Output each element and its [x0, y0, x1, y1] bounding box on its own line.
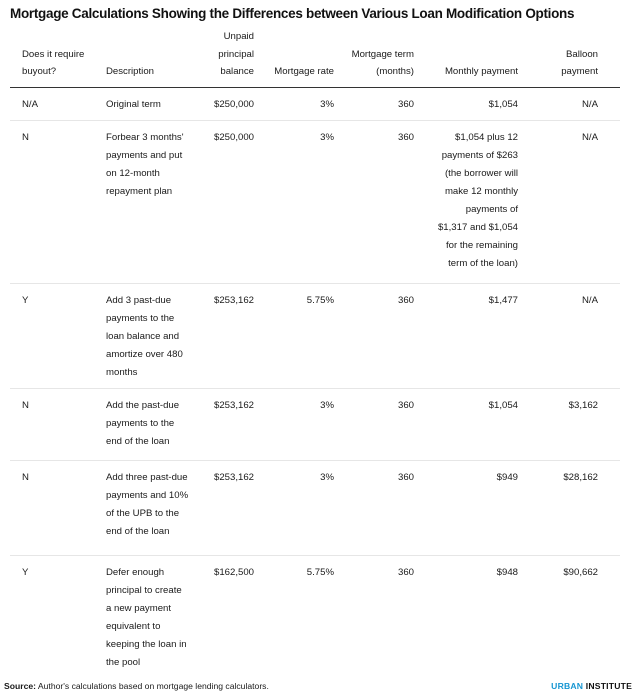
footer: Source: Author's calculations based on m… [4, 680, 632, 692]
source-text: Author's calculations based on mortgage … [37, 680, 269, 691]
cell-upb: $162,500 [213, 566, 254, 578]
table-row: N Forbear 3 months' payments and put on 1… [10, 120, 620, 284]
cell-rate: 3% [260, 87, 340, 121]
urban-institute-logo: URBAN INSTITUTE [551, 680, 632, 692]
cell-balloon: $90,662 [563, 566, 598, 578]
table-row: N/A Original term $250,000 3% 360 $1,054 N/A [10, 87, 620, 121]
cell-buyout: Y [22, 566, 29, 578]
cell-rate: 3% [260, 388, 340, 461]
cell-description: Add 3 past-due payments to the loan bala… [100, 283, 195, 389]
mortgage-table: Does it require buyout? Description Unpa… [10, 28, 620, 678]
cell-upb: $250,000 [195, 120, 260, 284]
cell-description: Add three past-due payments and 10% of t… [100, 460, 195, 556]
cell-description: Forbear 3 months' payments and put on 12… [100, 120, 195, 284]
cell-monthly: $949 [420, 460, 524, 556]
header-rate: Mortgage rate [260, 28, 340, 88]
cell-buyout: N [10, 120, 100, 284]
cell-term: 360 [397, 566, 414, 578]
header-monthly: Monthly payment [420, 28, 524, 88]
cell-rate: 5.75% [306, 566, 334, 578]
logo-part1: URBAN [551, 680, 584, 691]
cell-rate: 3% [260, 460, 340, 556]
cell-buyout: N [10, 388, 100, 461]
cell-upb: $250,000 [195, 87, 260, 121]
source-label: Source: [4, 680, 36, 691]
cell-balloon: $3,162 [524, 388, 620, 461]
cell-upb: $253,162 [195, 283, 260, 389]
table-row: N Add three past-due payments and 10% of … [10, 460, 620, 556]
cell-rate: 3% [260, 120, 340, 284]
cell-monthly: $1,477 [420, 283, 524, 389]
cell-balloon: N/A [524, 120, 620, 284]
cell-term: 360 [340, 87, 420, 121]
cell-balloon: N/A [524, 87, 620, 121]
cell-buyout: N [10, 460, 100, 556]
header-upb: Unpaid principal balance [195, 28, 260, 88]
table-row: Y Add 3 past-due payments to the loan bal… [10, 283, 620, 389]
cell-term: 360 [340, 460, 420, 556]
page-title: Mortgage Calculations Showing the Differ… [10, 6, 575, 21]
header-term: Mortgage term (months) [340, 28, 420, 88]
cell-description: Add the past-due payments to the end of … [100, 388, 195, 461]
cell-upb: $253,162 [195, 460, 260, 556]
cell-monthly: $1,054 [420, 87, 524, 121]
cell-balloon: N/A [524, 283, 620, 389]
header-description: Description [100, 28, 195, 88]
table-row: N Add the past-due payments to the end of… [10, 388, 620, 461]
header-buyout: Does it require buyout? [10, 28, 100, 88]
header-balloon: Balloon payment [524, 28, 620, 88]
cell-upb: $253,162 [195, 388, 260, 461]
cell-term: 360 [340, 388, 420, 461]
cell-description: Defer enough principal to create a new p… [106, 566, 187, 668]
cell-buyout: Y [10, 283, 100, 389]
cell-balloon: $28,162 [524, 460, 620, 556]
cell-monthly: $948 [496, 566, 518, 578]
cell-monthly: $1,054 [420, 388, 524, 461]
cell-rate: 5.75% [260, 283, 340, 389]
logo-part2: INSTITUTE [585, 680, 632, 691]
cell-buyout: N/A [10, 87, 100, 121]
cell-monthly: $1,054 plus 12 payments of $263 (the bor… [420, 120, 524, 284]
cell-term: 360 [340, 120, 420, 284]
cell-term: 360 [340, 283, 420, 389]
table-row: Y Defer enough principal to create a new … [10, 555, 620, 678]
source-note: Source: Author's calculations based on m… [4, 680, 269, 692]
cell-description: Original term [100, 87, 195, 121]
table-header-row: Does it require buyout? Description Unpa… [10, 28, 620, 88]
